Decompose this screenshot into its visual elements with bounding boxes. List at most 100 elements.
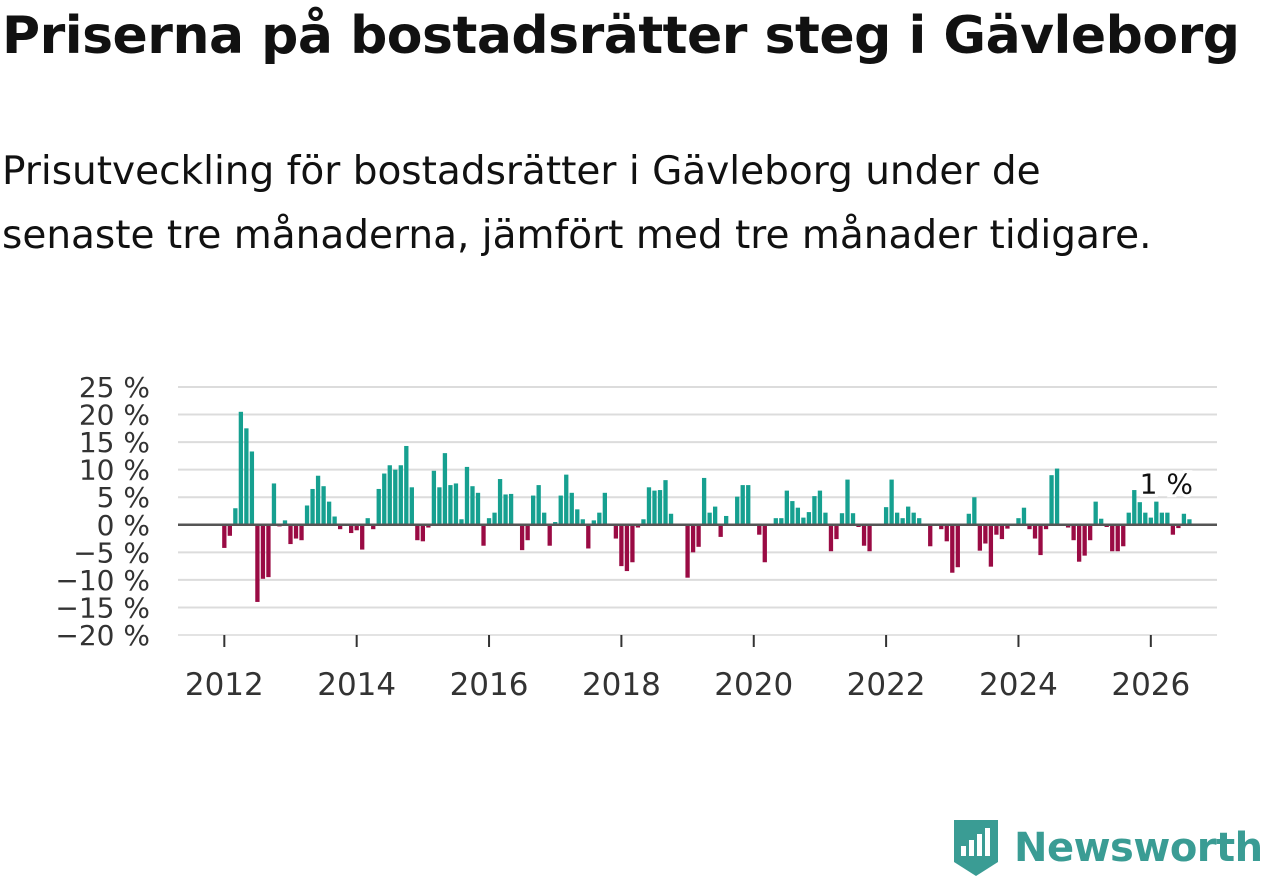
- bar: [470, 486, 475, 525]
- bar: [255, 524, 260, 602]
- annotation-label: 1 %: [1140, 467, 1193, 500]
- bar: [950, 524, 955, 573]
- bar: [663, 480, 668, 525]
- x-tick-label: 2016: [450, 667, 529, 703]
- bar: [1005, 524, 1010, 529]
- bar: [404, 445, 409, 525]
- bar: [288, 524, 293, 545]
- bar: [271, 483, 277, 525]
- bar: [1121, 524, 1126, 547]
- bar: [426, 524, 431, 528]
- bar: [657, 490, 663, 525]
- bar: [337, 524, 343, 530]
- bar: [966, 513, 971, 525]
- y-tick-label: −20 %: [55, 619, 150, 652]
- bar: [415, 524, 420, 541]
- bar: [1181, 513, 1187, 525]
- bar: [817, 490, 823, 525]
- bar: [431, 470, 437, 525]
- bar: [360, 524, 365, 550]
- bar: [1027, 524, 1032, 530]
- x-tick-label: 2012: [185, 667, 264, 703]
- bar: [806, 512, 812, 525]
- bar: [641, 519, 646, 525]
- bar: [839, 513, 845, 525]
- bar: [988, 524, 994, 567]
- bar: [580, 519, 585, 525]
- bar: [999, 524, 1005, 540]
- bar: [1137, 502, 1142, 525]
- bar: [553, 522, 558, 525]
- x-tick-label: 2014: [317, 667, 396, 703]
- bar: [558, 495, 563, 525]
- bar: [828, 524, 834, 552]
- bar: [542, 512, 547, 525]
- bar: [1154, 501, 1159, 525]
- newsworthy-logo: Newsworthy: [952, 818, 1262, 878]
- bar: [757, 524, 762, 535]
- bar: [586, 524, 591, 549]
- bar: [464, 466, 470, 525]
- x-tick-label: 2024: [979, 667, 1058, 703]
- bar: [393, 469, 398, 525]
- bar: [1021, 507, 1027, 525]
- bar: [790, 501, 795, 525]
- bar: [597, 512, 602, 525]
- x-tick-label: 2018: [582, 667, 661, 703]
- bar: [1071, 524, 1076, 541]
- bar: [994, 524, 999, 535]
- y-tick-label: −15 %: [55, 591, 150, 624]
- y-tick-label: 20 %: [79, 399, 150, 432]
- bar: [696, 524, 701, 547]
- bar: [1132, 490, 1137, 525]
- bar: [569, 492, 574, 525]
- bar: [602, 492, 608, 525]
- bar: [486, 518, 492, 525]
- y-tick-label: 15 %: [79, 426, 150, 459]
- bar: [823, 512, 828, 525]
- bar: [244, 428, 249, 525]
- bar: [227, 524, 232, 536]
- gridlines: [178, 386, 1217, 636]
- bar: [1082, 524, 1087, 556]
- bar: [812, 496, 817, 525]
- bar: [1032, 524, 1038, 539]
- bar: [531, 495, 536, 525]
- y-tick-label: 10 %: [79, 454, 150, 487]
- bar: [867, 524, 872, 552]
- bar: [371, 524, 376, 530]
- y-tick-label: −5 %: [73, 536, 150, 569]
- bar: [784, 490, 789, 525]
- bar: [233, 508, 238, 525]
- bar: [508, 493, 514, 525]
- annotation: 1 %: [1137, 464, 1196, 503]
- bar: [1049, 475, 1054, 525]
- bar: [1093, 501, 1098, 525]
- y-tick-label: 0 %: [97, 509, 150, 542]
- bar: [547, 524, 552, 546]
- bar: [453, 483, 459, 525]
- bar: [409, 487, 414, 525]
- bar: [712, 506, 718, 525]
- chart-subtitle: Prisutveckling för bostadsrätter i Gävle…: [2, 149, 1152, 258]
- bar: [944, 524, 949, 542]
- bar: [332, 516, 337, 525]
- bar: [740, 485, 745, 525]
- bar: [475, 492, 481, 525]
- bar: [850, 513, 856, 525]
- bar: [448, 485, 453, 525]
- bar: [1176, 524, 1181, 529]
- bar: [1099, 518, 1104, 525]
- bar: [630, 524, 635, 563]
- bar: [304, 505, 310, 525]
- bar: [282, 520, 288, 525]
- bar: [376, 488, 381, 525]
- bar: [795, 507, 801, 525]
- bar: [779, 518, 784, 525]
- bar: [354, 524, 359, 531]
- bar: [1187, 519, 1192, 525]
- bar: [701, 477, 707, 525]
- bar: [222, 524, 227, 548]
- bar: [398, 465, 403, 525]
- bar: [1126, 512, 1131, 525]
